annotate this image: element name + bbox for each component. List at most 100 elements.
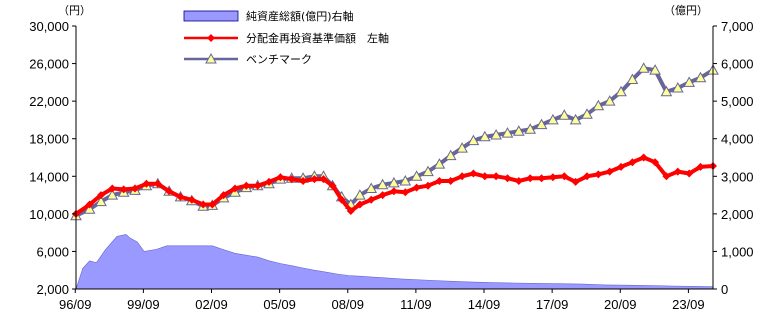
nav-point — [537, 174, 546, 183]
legend-label-nav: 分配金再投資基準価額 左軸 — [246, 31, 389, 45]
right-axis-unit: （億円） — [664, 4, 708, 17]
left-axis-unit: （円） — [58, 4, 91, 17]
nav-point — [480, 172, 489, 181]
nav-point — [265, 177, 273, 186]
nav-point — [367, 195, 376, 204]
nav-point — [242, 181, 251, 190]
nav-point — [628, 158, 637, 167]
nav-point — [108, 184, 117, 193]
benchmark-point — [399, 174, 412, 186]
nav-point — [153, 179, 162, 188]
benchmark-point — [456, 142, 468, 153]
nav-point — [378, 191, 387, 200]
nav-point — [412, 183, 421, 192]
nav-point — [231, 184, 239, 193]
benchmark-point — [354, 189, 366, 200]
nav-point — [187, 195, 196, 204]
benchmark-point — [490, 128, 502, 140]
nav-point — [583, 172, 591, 181]
x-axis-tick-label: 14/09 — [468, 297, 501, 312]
benchmark-point — [683, 76, 696, 87]
nav-point — [131, 184, 139, 193]
left-axis-tick-label: 22,000 — [29, 94, 69, 109]
benchmark-point — [649, 64, 661, 75]
nav-point — [594, 170, 603, 179]
nav-point — [560, 172, 569, 181]
legend: 純資産総額(億円)右軸 分配金再投資基準価額 左軸 ベンチマーク — [183, 9, 389, 66]
benchmark-point — [660, 85, 673, 97]
benchmark-point — [388, 176, 400, 188]
legend-label-net-assets: 純資産総額(億円)右軸 — [246, 9, 354, 23]
right-axis-tick-label: 6,000 — [721, 57, 754, 72]
right-axis-tick-label: 7,000 — [721, 19, 754, 34]
right-axis-tick-label: 0 — [721, 282, 728, 297]
nav-point — [276, 173, 285, 182]
nav-point — [514, 177, 523, 185]
nav-point — [199, 200, 208, 209]
nav-point — [696, 162, 705, 171]
nav-point — [435, 177, 444, 185]
nav-point — [424, 181, 432, 190]
nav-point — [662, 172, 671, 181]
nav-point — [401, 188, 410, 197]
benchmark-point — [467, 134, 480, 146]
benchmark-point — [106, 189, 119, 200]
benchmark-point — [95, 195, 107, 207]
nav-point — [526, 174, 535, 183]
legend-swatch-net-assets — [183, 10, 239, 22]
benchmark-point — [615, 85, 627, 97]
nav-point — [469, 169, 478, 178]
left-axis-tick-label: 18,000 — [29, 132, 69, 147]
x-axis-tick-label: 23/09 — [672, 297, 705, 312]
benchmark-point — [535, 118, 548, 130]
x-axis-tick-label: 05/09 — [263, 297, 296, 312]
nav-point — [142, 179, 151, 188]
nav-point — [446, 177, 455, 185]
nav-point — [165, 187, 174, 196]
x-axis-tick-label: 08/09 — [331, 297, 364, 312]
nav-point — [328, 181, 337, 190]
nav-point — [673, 167, 682, 176]
x-axis-tick-label: 96/09 — [59, 297, 92, 312]
benchmark-point — [694, 71, 707, 83]
benchmark-point — [365, 182, 378, 193]
nav-point — [458, 172, 467, 181]
benchmark-point — [444, 149, 457, 161]
nav-point — [253, 181, 262, 190]
benchmark-point — [83, 203, 96, 214]
x-axis-tick-label: 20/09 — [604, 297, 637, 312]
benchmark-point — [671, 81, 684, 93]
right-axis-tick-label: 4,000 — [721, 132, 754, 147]
benchmark-point — [376, 178, 389, 190]
nav-point — [548, 173, 557, 182]
series-nav-line — [74, 155, 714, 216]
benchmark-point — [524, 123, 537, 134]
legend-swatch-nav-marker — [207, 34, 215, 42]
left-axis-tick-label: 10,000 — [29, 207, 69, 222]
benchmark-point — [626, 73, 639, 84]
nav-point — [651, 158, 660, 167]
nav-point — [85, 200, 94, 209]
series-net-assets-area — [75, 234, 714, 290]
nav-point — [97, 191, 105, 200]
right-axis-tick-label: 5,000 — [721, 94, 754, 109]
benchmark-point — [478, 130, 491, 142]
nav-point — [176, 192, 185, 201]
benchmark-point — [581, 108, 593, 119]
x-axis-tick-label: 02/09 — [195, 297, 228, 312]
nav-point — [685, 169, 694, 178]
nav-point — [639, 153, 648, 162]
right-axis-tick-label: 3,000 — [721, 169, 754, 184]
nav-point — [219, 191, 228, 200]
nav-point — [299, 177, 308, 185]
nav-point — [605, 167, 614, 176]
benchmark-point — [592, 99, 605, 111]
benchmark-point — [501, 127, 514, 138]
nav-point — [319, 175, 328, 184]
nav-point — [503, 174, 512, 183]
nav-point — [346, 207, 355, 215]
nav-point — [119, 185, 128, 194]
left-axis-tick-label: 30,000 — [29, 19, 69, 34]
